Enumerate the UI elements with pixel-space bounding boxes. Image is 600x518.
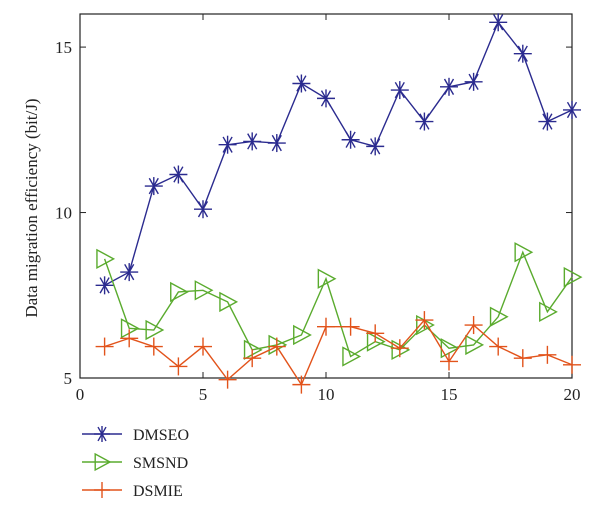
legend-item-dmseo: DMSEO [82,426,189,444]
data-point-dsmie [292,375,311,394]
data-point-smsnd [170,281,189,303]
data-point-dmseo [218,135,237,154]
data-point-dsmie [538,345,557,364]
data-point-dsmie [169,357,188,376]
data-point-dsmie [243,349,262,368]
data-point-dmseo [317,89,335,108]
data-point-smsnd [465,334,485,356]
data-point-dsmie [366,324,385,343]
data-point-dmseo [415,112,434,131]
data-point-dmseo [243,132,262,151]
data-point-dsmie [120,329,139,348]
data-point-dsmie [390,339,409,358]
x-tick-label: 20 [564,385,581,404]
data-point-dsmie [267,337,286,356]
series-layer [95,13,583,394]
data-point-dmseo [464,72,483,91]
data-point-dmseo [194,200,212,219]
data-point-smsnd [293,324,312,346]
data-point-dmseo [538,112,557,131]
data-point-dmseo [120,263,139,282]
data-point-smsnd [96,248,116,270]
x-tick-label: 5 [199,385,208,404]
legend-label-dsmie: DSMIE [133,483,183,500]
data-point-smsnd [342,346,362,367]
data-point-dmseo [390,81,409,100]
data-point-dmseo [169,165,188,184]
series-smsnd [96,242,583,367]
data-point-smsnd [317,268,337,289]
data-point-smsnd [563,266,583,288]
data-point-dsmie [440,352,458,371]
y-tick-label: 5 [64,369,73,388]
data-point-dsmie [95,337,114,356]
y-tick-label: 15 [55,38,72,57]
legend-label-dmseo: DMSEO [133,427,189,444]
data-point-dsmie [415,311,434,330]
x-tick-label: 0 [76,385,85,404]
series-line-smsnd [103,250,573,358]
series-line-dsmie [104,318,573,387]
series-dmseo [95,13,581,295]
data-point-dsmie [218,370,237,389]
data-point-dmseo [366,137,385,156]
y-axis-title: Data migration efficiency (bit/J) [22,98,41,317]
data-point-smsnd [145,319,165,341]
legend-item-smsnd: SMSND [82,452,188,472]
data-point-dsmie [464,316,483,335]
legend-label-smsnd: SMSND [133,455,188,472]
data-point-dmseo [95,276,114,295]
legend-marker-dmseo [94,426,110,442]
data-point-dmseo [341,130,360,149]
data-point-smsnd [194,280,214,301]
data-point-dsmie [563,355,581,374]
legend-item-dsmie: DSMIE [82,482,183,500]
series-dsmie [95,311,581,394]
data-point-dsmie [341,317,360,336]
data-point-smsnd [219,291,239,313]
data-point-smsnd [514,242,534,263]
data-point-dsmie [144,337,163,356]
data-point-smsnd [539,301,558,322]
data-point-dmseo [144,177,163,196]
series-line-dmseo [104,20,573,286]
x-tick-label: 15 [441,385,458,404]
y-tick-label: 10 [55,204,72,223]
legend-marker-dsmie [94,482,110,498]
legend: DMSEO SMSND DSMIE [82,426,189,500]
data-point-dsmie [513,349,532,368]
data-point-dsmie [317,317,335,336]
data-point-dmseo [513,44,532,63]
data-point-dmseo [440,77,458,96]
data-point-dsmie [489,337,508,356]
x-tick-label: 10 [318,385,335,404]
data-point-dmseo [292,74,311,93]
data-point-smsnd [489,306,509,327]
legend-marker-smsnd [94,452,112,472]
data-point-dmseo [563,100,581,119]
data-point-dsmie [194,337,212,356]
data-point-dmseo [267,134,286,153]
data-point-dmseo [489,13,508,32]
